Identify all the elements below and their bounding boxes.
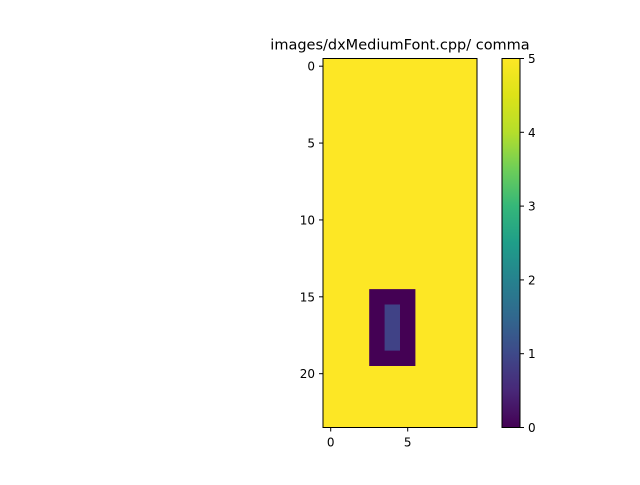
plot-frame [322,58,478,428]
colorbar: 0 1 2 3 4 5 [501,52,536,435]
colorbar-tick-label: 4 [528,126,536,140]
colorbar-tick-label: 1 [528,347,536,361]
y-tick-label: 0 [307,60,315,74]
x-tick-label: 5 [404,436,412,450]
colorbar-tick-label: 3 [528,200,536,214]
y-tick-label: 15 [300,290,315,304]
colorbar-ticks: 0 1 2 3 4 5 [520,52,536,435]
y-tick-label: 5 [307,137,315,151]
colorbar-gradient [501,58,521,428]
chart-title: images/dxMediumFont.cpp/ comma [270,38,529,54]
y-tick-label: 10 [300,213,315,227]
colorbar-tick-label: 5 [528,52,536,66]
y-axis: 0 5 10 15 20 [300,60,323,381]
heatmap-cells [323,58,477,428]
heatmap-background [323,58,477,428]
y-tick-label: 20 [300,367,315,381]
heatmap-block-inner [384,304,400,351]
x-tick-label: 0 [327,436,335,450]
colorbar-tick-label: 0 [528,421,536,435]
colorbar-tick-label: 2 [528,273,536,287]
